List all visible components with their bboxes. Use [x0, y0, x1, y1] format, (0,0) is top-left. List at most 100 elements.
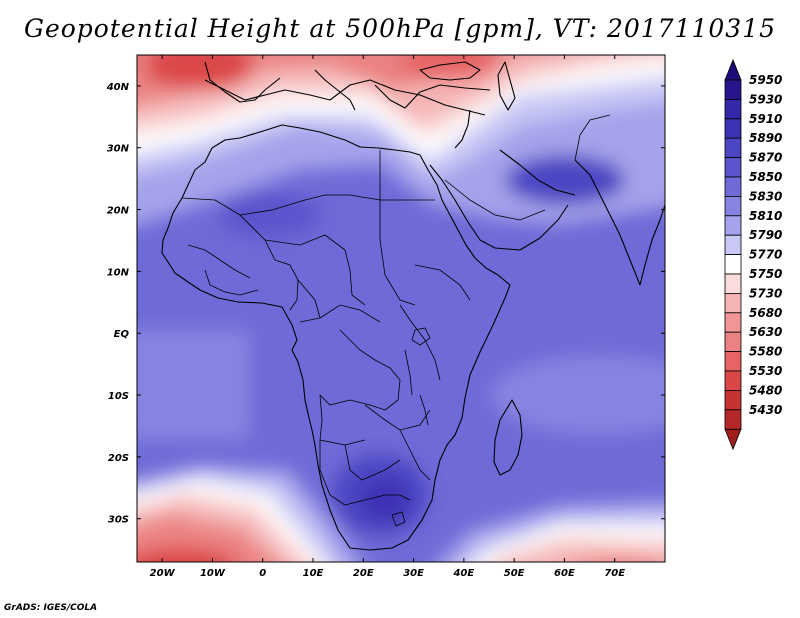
colorbar-swatch — [724, 370, 742, 391]
field-high-sahara — [220, 193, 320, 237]
colorbar-label: 5830 — [749, 189, 782, 203]
border-west-africa — [187, 244, 251, 279]
colorbar-label: 5810 — [749, 209, 782, 223]
colorbar-label: 5680 — [749, 306, 782, 320]
border-botswana — [344, 444, 401, 481]
india-east-coast — [639, 204, 665, 286]
border-east-africa — [399, 304, 441, 381]
map-frame — [136, 54, 666, 563]
colorbar-label: 5480 — [749, 383, 782, 397]
colorbar-label: 5630 — [749, 325, 782, 339]
lat-tick-label: 10N — [107, 267, 130, 278]
border-namibia — [319, 440, 346, 506]
border-lake-victoria — [411, 327, 431, 346]
colorbar-label: 5930 — [749, 92, 782, 106]
colorbar-swatch — [724, 254, 742, 275]
border-guinea-coast — [204, 269, 259, 296]
colorbar-label: 5750 — [749, 267, 782, 281]
arabian-gulf-coast — [499, 149, 576, 196]
latitude-axis: 40N 30N 20N 10N EQ 10S 20S 30S — [106, 82, 665, 526]
colorbar-swatch — [724, 195, 742, 217]
caspian-coast — [497, 61, 516, 111]
lon-tick-label: 60E — [554, 568, 575, 579]
lon-tick-label: 20W — [150, 568, 176, 579]
colorbar-swatch — [724, 389, 742, 411]
lat-tick-label: 20S — [108, 453, 129, 464]
italy-coast — [314, 69, 356, 111]
border-car-congo — [319, 304, 381, 323]
border-lesotho — [391, 511, 406, 527]
colorbar-label: 5850 — [749, 170, 782, 184]
border-sudan-south — [379, 239, 416, 306]
colorbar-label: 5580 — [749, 345, 782, 359]
colorbar-label: 5910 — [749, 112, 782, 126]
colorbar-swatch — [724, 351, 742, 372]
colorbar-label: 5790 — [749, 228, 782, 242]
colorbar-swatch — [724, 137, 742, 158]
border-saudi — [444, 179, 546, 221]
border-south-africa — [344, 494, 411, 506]
border-chad-sudan — [344, 249, 366, 306]
iberia-coast — [204, 61, 281, 103]
lon-tick-label: 40E — [452, 568, 474, 579]
colorbar-swatch — [724, 79, 742, 100]
colorbar-swatch — [724, 331, 742, 353]
colorbar-label: 5530 — [749, 364, 782, 378]
colorbar-label: 5870 — [749, 151, 782, 165]
lon-tick-label: 50E — [504, 568, 525, 579]
colorbar-swatch — [724, 215, 742, 236]
border-lake-malawi — [419, 394, 429, 426]
border-ethiopia — [414, 264, 471, 301]
field-north-5580-east — [400, 55, 500, 80]
field-high-southern-core — [359, 478, 411, 522]
field-southeast-5680 — [585, 558, 655, 562]
colorbar-top-arrow — [724, 58, 742, 81]
colorbar-swatch — [724, 176, 742, 197]
lat-tick-label: 20N — [107, 206, 130, 217]
colorbar-swatch — [724, 409, 742, 430]
lat-tick-label: EQ — [114, 329, 130, 340]
field-north-5580-west — [145, 55, 255, 90]
lat-tick-label: 10S — [108, 391, 129, 402]
red-sea-east-coast — [429, 164, 569, 251]
field-high-arabia — [505, 155, 625, 205]
field-west-tropics — [137, 330, 250, 440]
lon-tick-label: 0 — [259, 568, 266, 579]
madagascar-coast — [493, 399, 523, 476]
colorbar-swatch — [724, 292, 742, 314]
border-iran-pakistan — [574, 114, 611, 161]
colorbar: 5950 5930 5910 5890 5870 5850 5830 5810 5790 5770… — [724, 58, 782, 451]
black-sea-coast — [419, 61, 481, 81]
colorbar-label: 5730 — [749, 286, 782, 300]
coastlines — [161, 61, 665, 551]
country-borders — [181, 114, 611, 527]
lon-tick-label: 10E — [303, 568, 324, 579]
greece-turkey-coast — [374, 84, 491, 109]
colorbar-swatch — [724, 234, 742, 255]
colorbar-label: 5770 — [749, 248, 782, 262]
africa-coastline — [161, 124, 511, 551]
border-drc — [319, 329, 401, 411]
levant-coast — [454, 109, 471, 149]
india-west-coast — [574, 159, 641, 286]
border-mozambique — [399, 429, 431, 481]
colorbar-label: 5950 — [749, 73, 782, 87]
border-lake-tanganyika — [404, 349, 413, 396]
longitude-axis: 20W 10W 0 10E 20E 30E 40E 50E 60E 70E — [150, 55, 625, 579]
grads-credit: GrADS: IGES/COLA — [4, 603, 98, 613]
colorbar-swatch — [724, 312, 742, 333]
lon-tick-label: 10W — [200, 568, 226, 579]
lat-tick-label: 40N — [106, 82, 130, 93]
lon-tick-label: 20E — [353, 568, 374, 579]
border-sahara-central — [239, 194, 381, 216]
border-mali-niger — [264, 234, 346, 251]
colorbar-swatch — [724, 157, 742, 178]
colorbar-bottom-arrow — [724, 428, 742, 451]
lon-tick-label: 70E — [604, 568, 625, 579]
colorbar-label: 5890 — [749, 131, 782, 145]
lat-tick-label: 30S — [108, 515, 129, 526]
lat-tick-label: 30N — [107, 144, 130, 155]
colorbar-swatch — [724, 118, 742, 139]
field-east-tropics — [490, 355, 665, 435]
